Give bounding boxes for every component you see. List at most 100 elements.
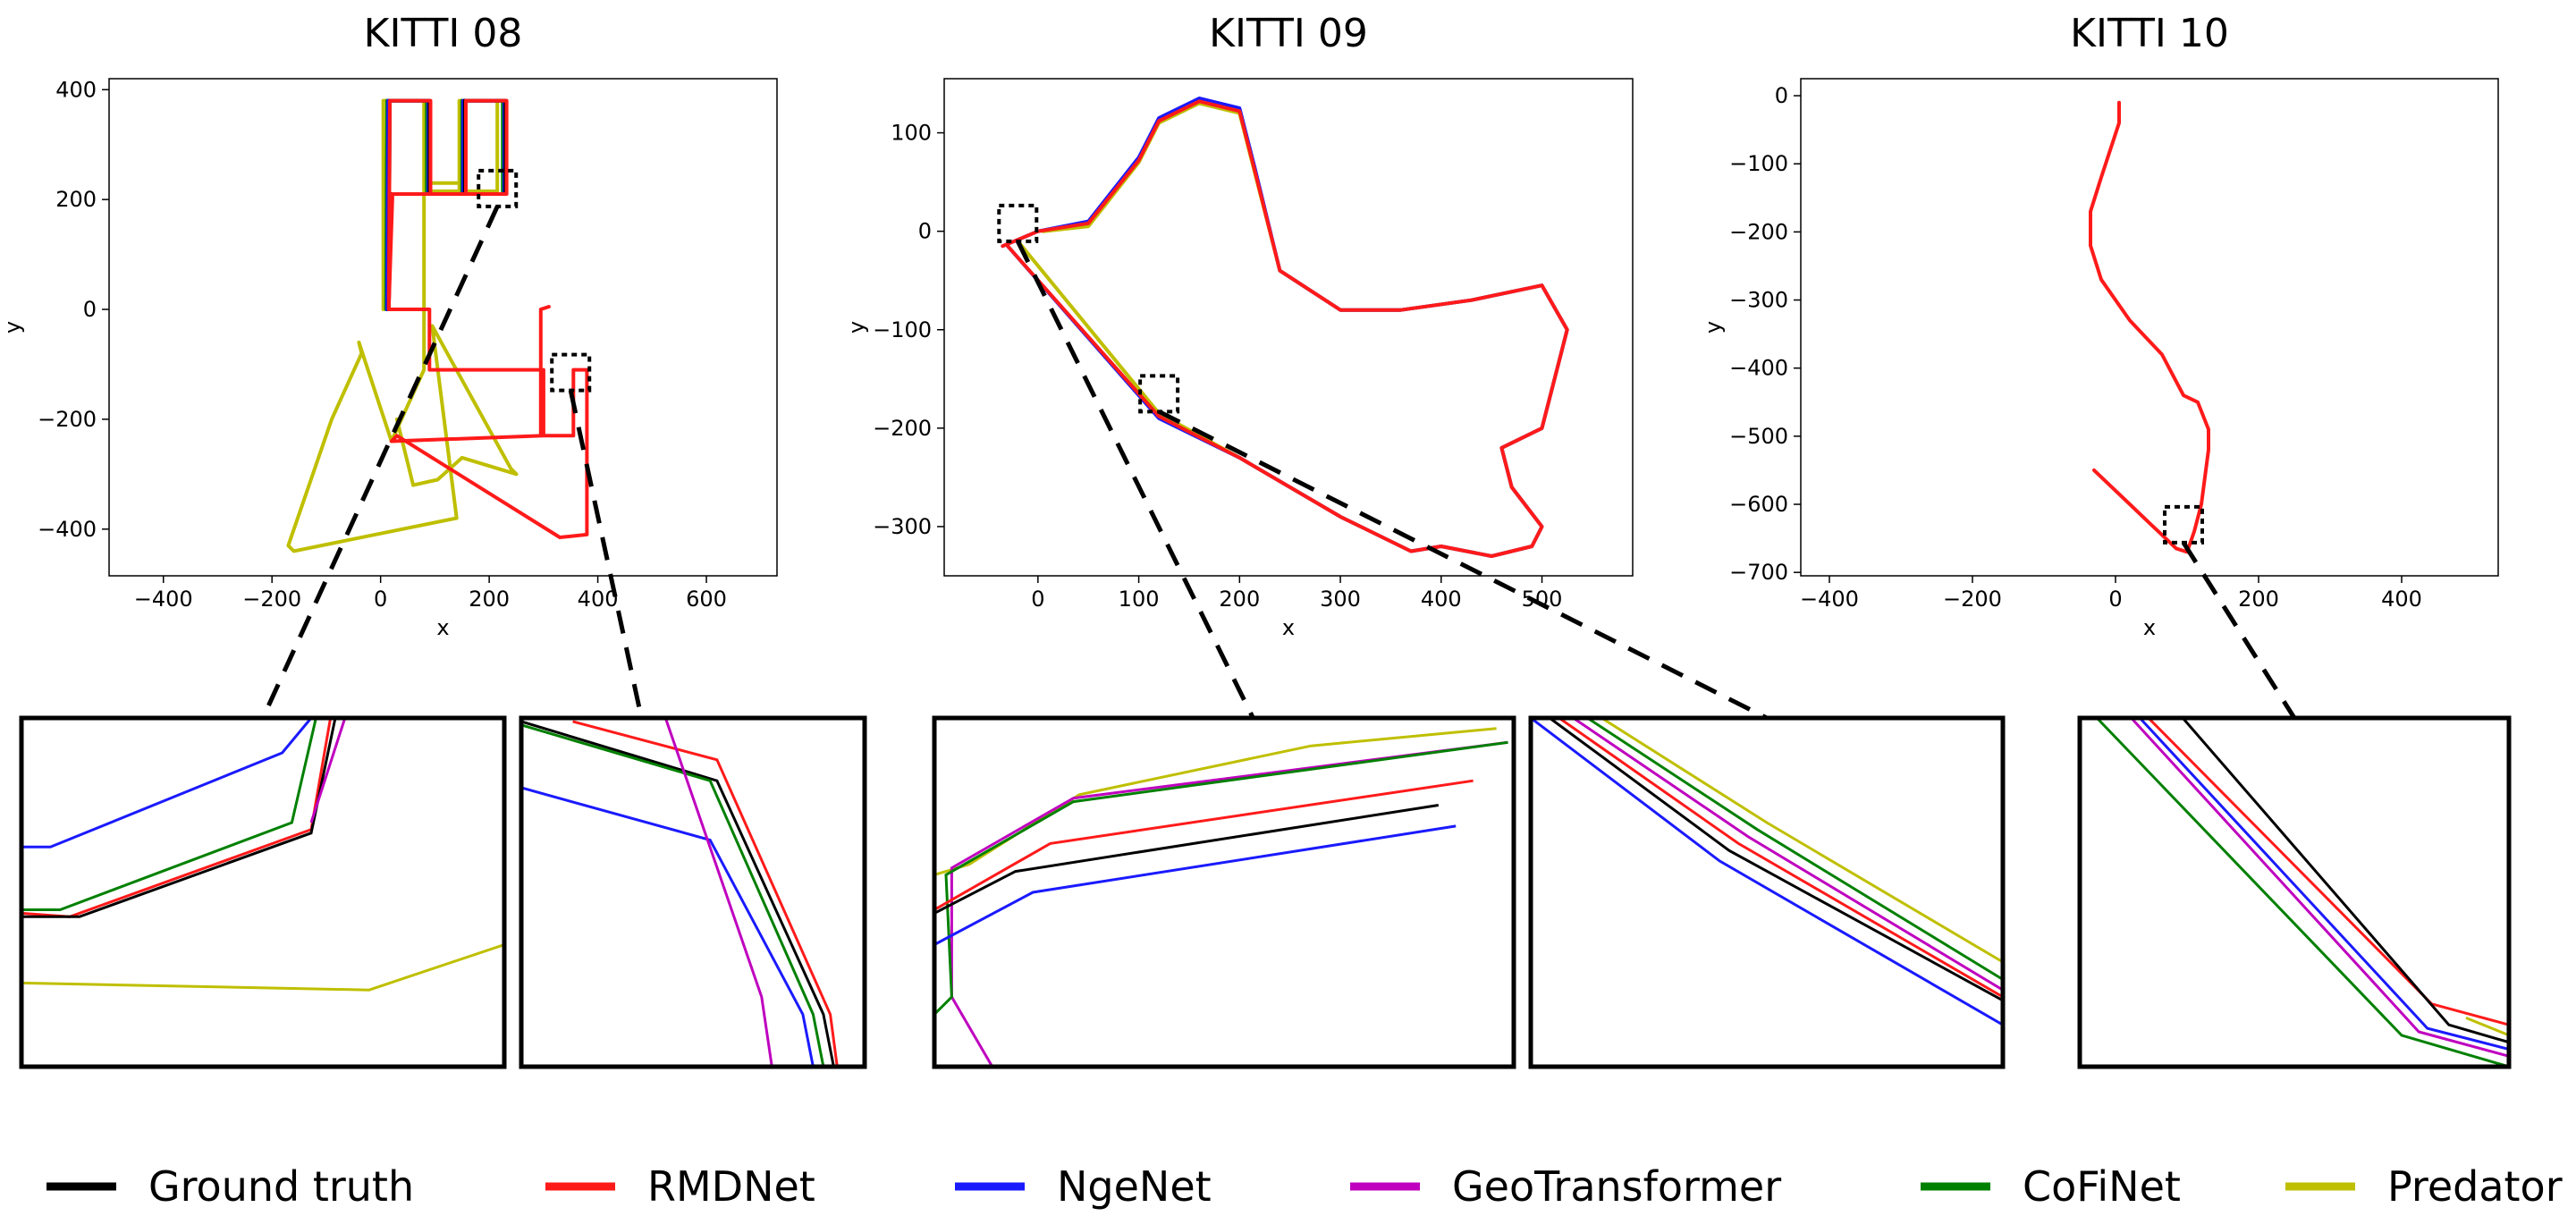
inset-line-ground_truth xyxy=(521,720,835,1067)
y-tick-label: −300 xyxy=(1729,288,1788,313)
inset-line-cofinet xyxy=(934,740,1508,1016)
plot-kitti-2: KITTI 10 −400 −200 0 200 400 −700 −600 −500 −400 −… xyxy=(1701,11,2499,640)
x-tick-label: −200 xyxy=(1943,587,2002,612)
y-axis-label: y xyxy=(0,321,25,334)
zoom-insets xyxy=(19,715,2512,1069)
axes-frame xyxy=(1800,78,2499,577)
y-axis-label: y xyxy=(844,321,869,334)
series-group xyxy=(2089,100,2210,554)
kitti09-inset-2 xyxy=(1528,715,2006,1069)
inset-line-ngenet xyxy=(1531,718,2003,1026)
inset-line-geotransformer xyxy=(309,718,347,823)
legend-label: Ground truth xyxy=(148,1162,414,1211)
legend-label: RMDNet xyxy=(647,1162,815,1211)
zoom-connector xyxy=(568,390,644,719)
zoom-connector xyxy=(260,205,500,720)
x-tick-label: 400 xyxy=(2381,587,2422,612)
x-tick-label: −200 xyxy=(242,587,301,612)
chart-title: KITTI 09 xyxy=(1209,11,1368,56)
zoom-connectors xyxy=(260,205,2297,721)
inset-background xyxy=(934,718,1514,1067)
inset-line-ground_truth xyxy=(2182,718,2509,1044)
inset-line-cofinet xyxy=(21,718,317,911)
inset-line-cofinet xyxy=(521,723,825,1067)
legend-item-ground_truth: Ground truth xyxy=(46,1162,414,1211)
y-tick-label: −400 xyxy=(38,517,97,542)
chart-title: KITTI 08 xyxy=(364,11,523,56)
series-line-rmdnet xyxy=(1001,99,1569,558)
inset-line-ngenet xyxy=(521,786,815,1067)
inset-line-geotransformer xyxy=(2130,718,2509,1058)
y-tick-label: −100 xyxy=(1729,151,1788,176)
inset-line-ground_truth xyxy=(21,718,337,918)
legend-item-predator: Predator xyxy=(2285,1162,2563,1211)
inset-line-ngenet xyxy=(2139,718,2509,1051)
inset-line-predator xyxy=(1600,718,2003,964)
inset-frame xyxy=(932,715,1516,1069)
inset-line-ground_truth xyxy=(934,804,1440,915)
inset-frame xyxy=(1528,715,2006,1069)
x-axis-label: x xyxy=(1282,615,1295,640)
x-axis-label: x xyxy=(2143,615,2156,640)
series-group xyxy=(286,98,589,553)
y-tick-label: 100 xyxy=(891,121,932,146)
inset-frame xyxy=(2077,715,2512,1069)
inset-line-ngenet xyxy=(21,718,313,849)
plots-layer: KITTI 08 −400 −200 0 200 400 600 −400 −200 0 200 40… xyxy=(0,11,2499,640)
series-line-predator xyxy=(286,98,519,553)
series-line-rmdnet xyxy=(2089,100,2210,554)
y-tick-label: −300 xyxy=(873,514,932,539)
legend-label: NgeNet xyxy=(1057,1162,1212,1211)
zoom-connector xyxy=(1158,410,1769,721)
zoom-connector xyxy=(2181,541,2297,720)
y-tick-label: 0 xyxy=(918,219,932,244)
inset-line-cofinet xyxy=(2096,718,2509,1067)
y-tick-label: −400 xyxy=(1729,356,1788,381)
inset-line-predator xyxy=(21,943,504,992)
legend-label: GeoTransformer xyxy=(1452,1162,1781,1211)
kitti08-inset-1 xyxy=(19,715,507,1069)
x-axis-label: x xyxy=(436,615,449,640)
x-tick-label: 0 xyxy=(2108,587,2122,612)
inset-frame xyxy=(519,715,867,1069)
inset-frame xyxy=(19,715,507,1069)
legend-item-rmdnet: RMDNet xyxy=(545,1162,815,1211)
legend-label: CoFiNet xyxy=(2023,1162,2181,1211)
x-tick-label: 400 xyxy=(1421,587,1462,612)
legend-item-geotransformer: GeoTransformer xyxy=(1350,1162,1781,1211)
x-tick-label: 200 xyxy=(2238,587,2279,612)
x-tick-label: 0 xyxy=(374,587,387,612)
series-line-rmdnet xyxy=(386,98,589,539)
x-tick-label: 100 xyxy=(1119,587,1160,612)
x-tick-label: 600 xyxy=(686,587,727,612)
y-tick-label: 0 xyxy=(83,297,97,322)
kitti08-inset-2 xyxy=(519,715,867,1069)
y-tick-label: −500 xyxy=(1729,424,1788,449)
series-line-cofinet xyxy=(384,98,505,311)
chart-title: KITTI 10 xyxy=(2070,11,2229,56)
x-tick-label: 200 xyxy=(1219,587,1260,612)
x-tick-label: −400 xyxy=(1800,587,1859,612)
y-tick-label: −100 xyxy=(873,317,932,342)
legend-item-ngenet: NgeNet xyxy=(955,1162,1212,1211)
inset-line-rmdnet xyxy=(21,718,333,918)
inset-line-rmdnet xyxy=(1558,718,2003,999)
x-tick-label: 400 xyxy=(578,587,619,612)
y-tick-label: −200 xyxy=(873,416,932,441)
inset-line-geotransformer xyxy=(663,718,773,1067)
y-tick-label: 400 xyxy=(55,77,97,102)
inset-line-rmdnet xyxy=(934,779,1474,911)
y-axis-label: y xyxy=(1701,321,1726,334)
zoom-box xyxy=(1138,374,1180,414)
inset-background xyxy=(2080,718,2509,1067)
inset-line-rmdnet xyxy=(572,720,839,1067)
inset-line-cofinet xyxy=(1586,718,2003,981)
y-tick-label: 0 xyxy=(1775,83,1788,108)
inset-background xyxy=(21,718,504,1067)
series-group xyxy=(1001,97,1569,558)
kitti09-inset-1 xyxy=(932,715,1516,1069)
axes-frame xyxy=(108,78,778,577)
legend-item-cofinet: CoFiNet xyxy=(1921,1162,2181,1211)
x-tick-label: 200 xyxy=(469,587,510,612)
